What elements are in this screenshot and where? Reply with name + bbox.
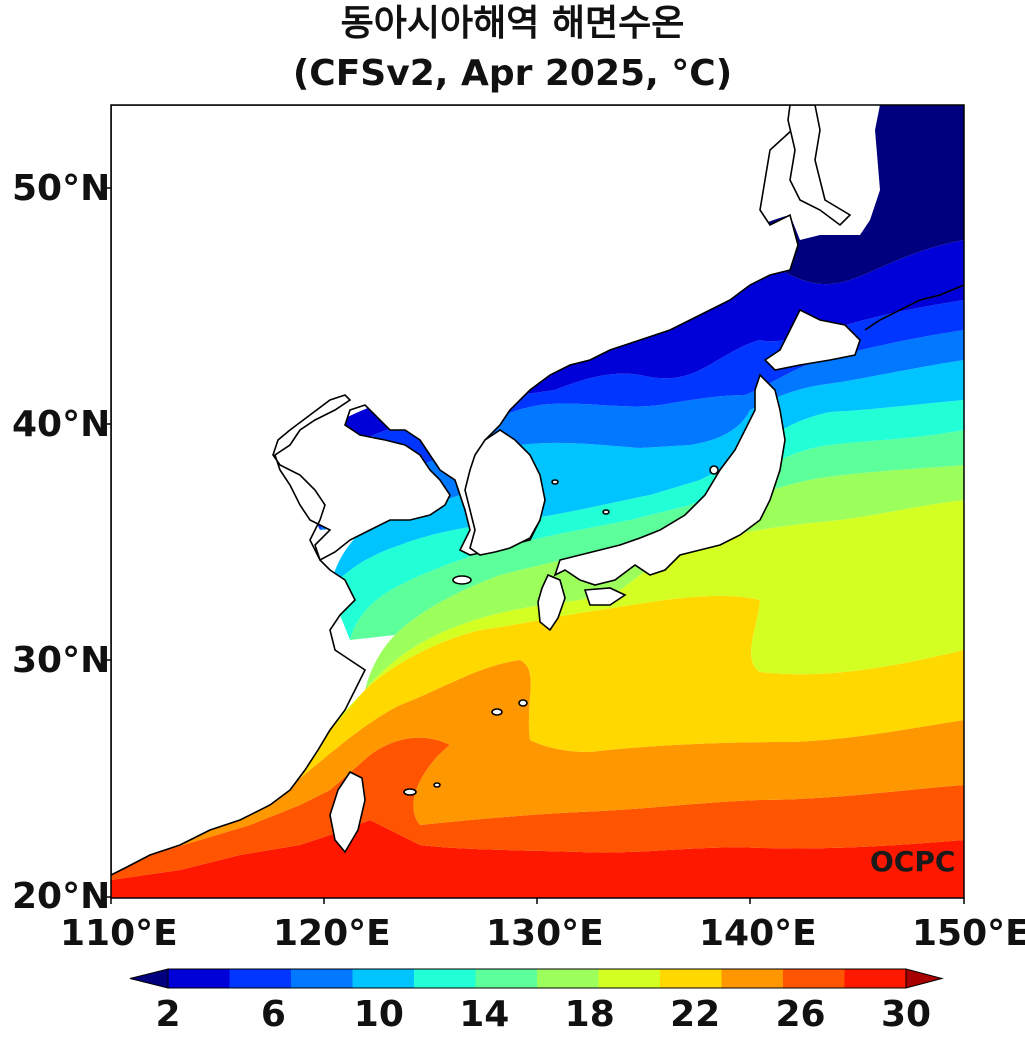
lon-tick-150e: 150°E bbox=[912, 913, 1025, 954]
sst-band-26-28 bbox=[111, 820, 964, 898]
lat-tick-50n: 50°N bbox=[12, 168, 111, 209]
land bbox=[111, 105, 964, 876]
colorbar-swatch bbox=[844, 969, 907, 988]
sst-band-22-24 bbox=[111, 660, 964, 862]
sst-band-10-12 bbox=[330, 360, 964, 590]
colorbar-swatch bbox=[598, 969, 661, 988]
lon-tick-110e: 110°E bbox=[60, 913, 178, 954]
colorbar-swatch bbox=[475, 969, 538, 988]
colorbar-swatch bbox=[721, 969, 784, 988]
colorbar bbox=[129, 968, 944, 989]
colorbar-frame bbox=[167, 968, 907, 989]
colorbar-label: 6 bbox=[260, 994, 286, 1035]
sst-band-16-18 bbox=[365, 465, 964, 690]
sst-band-4-6 bbox=[290, 240, 964, 470]
ocpc-watermark: OCPC bbox=[870, 845, 956, 878]
colorbar-extend-min bbox=[129, 968, 169, 989]
map-subtitle: (CFSv2, Apr 2025, °C) bbox=[292, 53, 733, 94]
sst-band-24-26 bbox=[111, 737, 964, 880]
lat-tick-20n: 20°N bbox=[12, 876, 111, 917]
sst-band-20-22 bbox=[111, 595, 964, 852]
lon-tick-130e: 130°E bbox=[486, 913, 604, 954]
sst-band-8-10 bbox=[320, 330, 964, 530]
colorbar-label: 10 bbox=[353, 994, 404, 1035]
colorbar-label: 2 bbox=[155, 994, 181, 1035]
colorbar-label: 26 bbox=[775, 994, 826, 1035]
sst-band-18-20 bbox=[300, 500, 964, 765]
colorbar-swatch bbox=[291, 969, 353, 988]
colorbar-swatch bbox=[660, 969, 722, 988]
lon-tick-140e: 140°E bbox=[699, 913, 817, 954]
colorbar-swatch bbox=[352, 969, 415, 988]
colorbar-label: 30 bbox=[880, 994, 932, 1035]
colorbar-label: 14 bbox=[459, 994, 510, 1035]
colorbar-swatch bbox=[537, 969, 599, 988]
colorbar-label: 18 bbox=[564, 994, 615, 1035]
lat-tick-40n: 40°N bbox=[12, 404, 111, 445]
map-title: 동아시아해역 해면수온 bbox=[340, 3, 685, 44]
colorbar-extend-max bbox=[905, 968, 944, 989]
colorbar-swatch bbox=[229, 969, 292, 988]
tick-marks bbox=[105, 187, 965, 904]
lon-tick-120e: 120°E bbox=[273, 913, 391, 954]
lat-tick-30n: 30°N bbox=[12, 640, 111, 681]
sst-field bbox=[111, 105, 964, 898]
colorbar-swatch bbox=[783, 969, 845, 988]
colorbar-swatch bbox=[414, 969, 476, 988]
colorbar-label: 22 bbox=[670, 994, 721, 1035]
colorbar-swatch bbox=[168, 969, 230, 988]
sst-band-12-14 bbox=[330, 400, 964, 640]
